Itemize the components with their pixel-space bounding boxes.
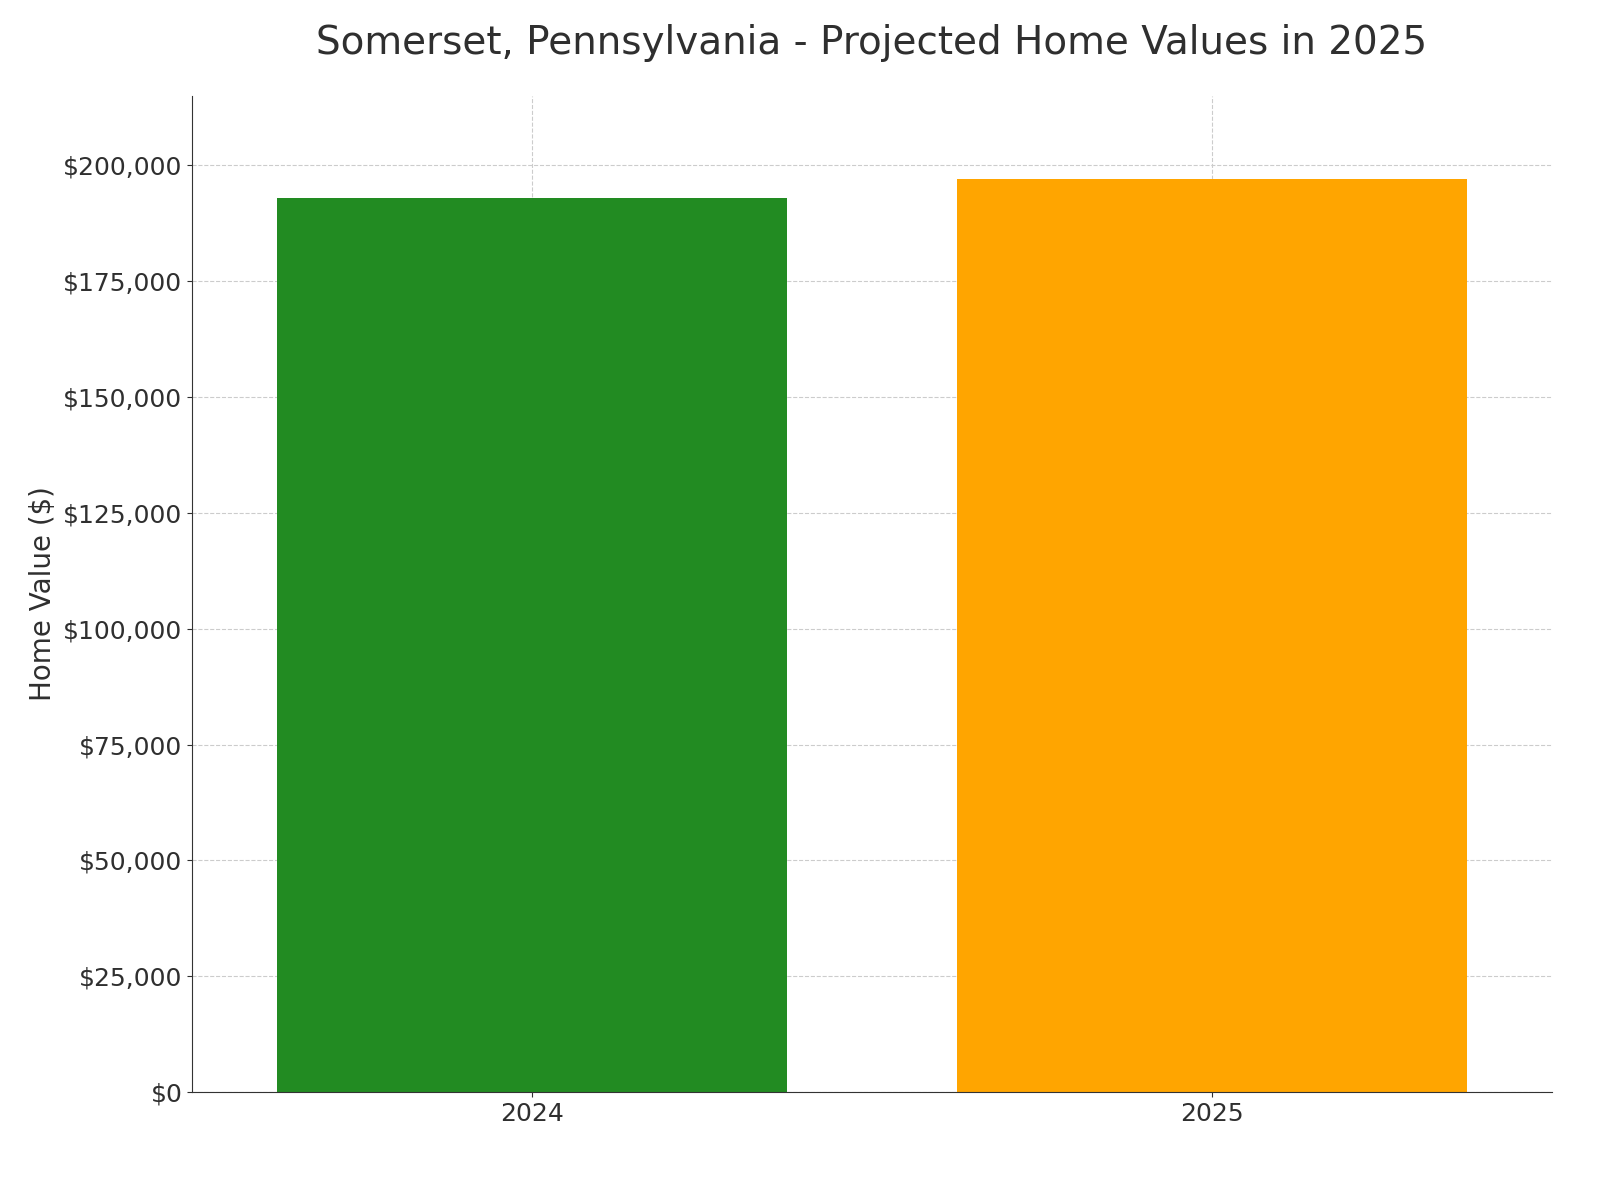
Title: Somerset, Pennsylvania - Projected Home Values in 2025: Somerset, Pennsylvania - Projected Home …: [317, 24, 1427, 62]
Bar: [957, 179, 1467, 1092]
Bar: [277, 198, 787, 1092]
Y-axis label: Home Value ($): Home Value ($): [29, 486, 58, 702]
